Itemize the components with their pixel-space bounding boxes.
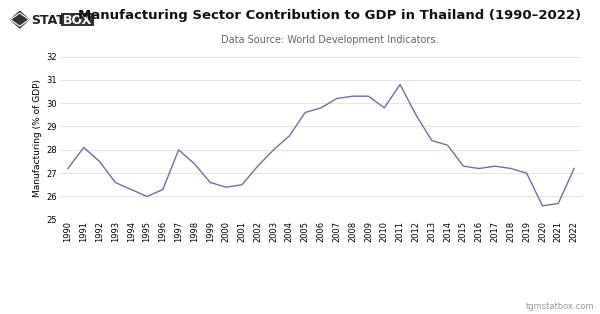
Text: BOX: BOX	[63, 14, 92, 27]
Text: Data Source: World Development Indicators.: Data Source: World Development Indicator…	[221, 35, 439, 45]
Y-axis label: Manufacturing (% of GDP): Manufacturing (% of GDP)	[34, 79, 43, 197]
Text: tgmstatbox.com: tgmstatbox.com	[526, 302, 594, 311]
FancyBboxPatch shape	[61, 13, 94, 26]
Text: Manufacturing Sector Contribution to GDP in Thailand (1990–2022): Manufacturing Sector Contribution to GDP…	[79, 9, 581, 22]
Text: STAT: STAT	[31, 14, 65, 27]
Polygon shape	[10, 11, 29, 28]
